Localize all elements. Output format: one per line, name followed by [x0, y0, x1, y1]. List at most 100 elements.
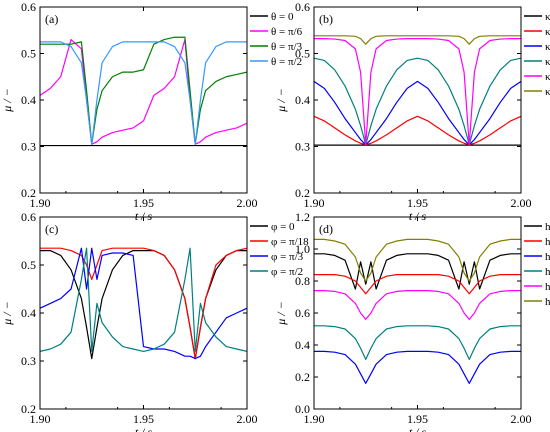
y-tick-label: 0.4: [295, 93, 310, 107]
series-line-4: [40, 247, 247, 352]
panel-label: (c): [45, 222, 58, 236]
legend-entry: h = 5: [545, 296, 550, 308]
x-axis-label: t / s: [409, 209, 427, 223]
chart-panel-2: 1.90 1.95 2.00 0.2 0.3 0.4 0.5 0.6 t / s μ / − (b)…: [274, 0, 550, 223]
legend-entry: θ = 0: [271, 11, 294, 23]
legend: h = 0.5 h = 1 h = 1.5 h = 2 h = 3 h = 5: [524, 221, 550, 308]
series-group: [314, 238, 521, 384]
series-group: [40, 247, 247, 360]
y-tick-label: 0.2: [295, 186, 310, 200]
y-tick-label: 0.2: [295, 370, 310, 384]
x-tick-label: 2.00: [237, 196, 258, 210]
series-line-4: [40, 41, 247, 145]
series-line-3: [40, 36, 247, 145]
series-line-5: [314, 38, 521, 146]
y-tick-label: 0.3: [21, 140, 36, 154]
y-tick-label: 0.6: [21, 0, 36, 14]
legend-entry: κ = 10: [545, 71, 550, 83]
x-tick-label: 1.90: [30, 196, 51, 210]
panel-label: (b): [319, 12, 333, 26]
chart-panel-4: 1.90 1.95 2.00 0.0 0.2 0.4 0.6 0.8 1.0 1.2 t / s μ …: [274, 210, 550, 432]
y-tick-label: 0.3: [295, 140, 310, 154]
legend-entry: h = 1: [545, 236, 550, 248]
series-line-2: [314, 115, 521, 146]
x-tick-label: 2.00: [237, 412, 258, 426]
series-group: [314, 35, 521, 146]
series-line-6: [314, 238, 521, 282]
y-tick-label: 0.3: [21, 354, 36, 368]
legend-entry: h = 3: [545, 281, 550, 293]
chart-panel-3: 1.90 1.95 2.00 0.2 0.3 0.4 0.5 0.6 t / s μ / − (c)…: [0, 210, 309, 432]
series-line-3: [314, 80, 521, 146]
legend-entry: θ = π/3: [271, 41, 303, 53]
x-axis-label: t / s: [135, 209, 153, 223]
y-tick-label: 0.8: [295, 274, 310, 288]
plot-frame: [313, 216, 522, 410]
y-tick-label: 0.6: [295, 306, 310, 320]
plot-frame: [39, 6, 248, 194]
legend: φ = 0 φ = π/18 φ = π/3 φ = π/2: [250, 221, 309, 278]
y-axis-label: μ / −: [0, 88, 14, 112]
x-axis-label: t / s: [409, 425, 427, 432]
series-line-4: [314, 325, 521, 360]
legend-entry: φ = π/3: [271, 251, 304, 263]
series-line-6: [314, 35, 521, 45]
y-tick-label: 0.2: [21, 402, 36, 416]
y-tick-label: 0.5: [21, 47, 36, 61]
chart-panel-1: 1.90 1.95 2.00 0.2 0.3 0.4 0.5 0.6 t / s μ / − (a)…: [0, 0, 303, 223]
x-tick-label: 1.95: [133, 196, 154, 210]
series-line-4: [314, 57, 521, 146]
x-tick-label: 1.90: [304, 196, 325, 210]
y-tick-label: 0.0: [295, 402, 310, 416]
y-tick-label: 0.5: [295, 47, 310, 61]
plot-frame: [39, 216, 248, 410]
y-axis-label: μ / −: [0, 301, 14, 325]
x-tick-label: 1.90: [30, 412, 51, 426]
legend-entry: h = 1.5: [545, 251, 550, 263]
y-tick-label: 1.0: [295, 242, 310, 256]
legend-entry: κ = 2: [545, 56, 550, 68]
legend-entry: θ = π/6: [271, 26, 303, 38]
legend-entry: κ = 0: [545, 11, 550, 23]
y-tick-label: 0.4: [21, 306, 36, 320]
x-tick-label: 1.95: [407, 196, 428, 210]
legend-entry: h = 0.5: [545, 221, 550, 233]
legend: θ = 0 θ = π/6 θ = π/3 θ = π/2: [250, 11, 303, 68]
legend-entry: κ = 100: [545, 86, 550, 98]
y-tick-label: 0.5: [21, 258, 36, 272]
series-line-1: [314, 253, 521, 290]
legend-entry: φ = π/18: [271, 236, 309, 248]
legend-entry: κ = 0.5: [545, 26, 550, 38]
series-line-3: [314, 350, 521, 384]
x-tick-label: 1.95: [407, 412, 428, 426]
x-tick-label: 2.00: [511, 196, 532, 210]
x-tick-label: 2.00: [511, 412, 532, 426]
y-tick-label: 0.6: [21, 210, 36, 224]
y-axis-label: μ / −: [274, 301, 288, 325]
series-line-5: [314, 290, 521, 320]
y-tick-label: 1.2: [295, 210, 310, 224]
series-line-2: [40, 247, 247, 360]
series-group: [40, 36, 247, 147]
panel-label: (d): [319, 222, 333, 236]
y-tick-label: 0.4: [21, 93, 36, 107]
panel-label: (a): [45, 12, 58, 26]
y-axis-label: μ / −: [274, 88, 288, 112]
legend-entry: θ = π/2: [271, 56, 302, 68]
x-tick-label: 1.90: [304, 412, 325, 426]
legend-entry: φ = π/2: [271, 266, 303, 278]
x-tick-label: 1.95: [133, 412, 154, 426]
series-line-2: [40, 38, 247, 145]
legend: κ = 0 κ = 0.5 κ = 1 κ = 2 κ = 10 κ = 100: [524, 11, 550, 98]
y-tick-label: 0.6: [295, 0, 310, 14]
legend-entry: κ = 1: [545, 41, 550, 53]
legend-entry: φ = 0: [271, 221, 295, 233]
y-tick-label: 0.4: [295, 338, 310, 352]
series-line-3: [40, 247, 247, 360]
x-axis-label: t / s: [135, 425, 153, 432]
plot-frame: [313, 6, 522, 194]
y-tick-label: 0.2: [21, 186, 36, 200]
series-line-2: [314, 274, 521, 295]
legend-entry: h = 2: [545, 266, 550, 278]
